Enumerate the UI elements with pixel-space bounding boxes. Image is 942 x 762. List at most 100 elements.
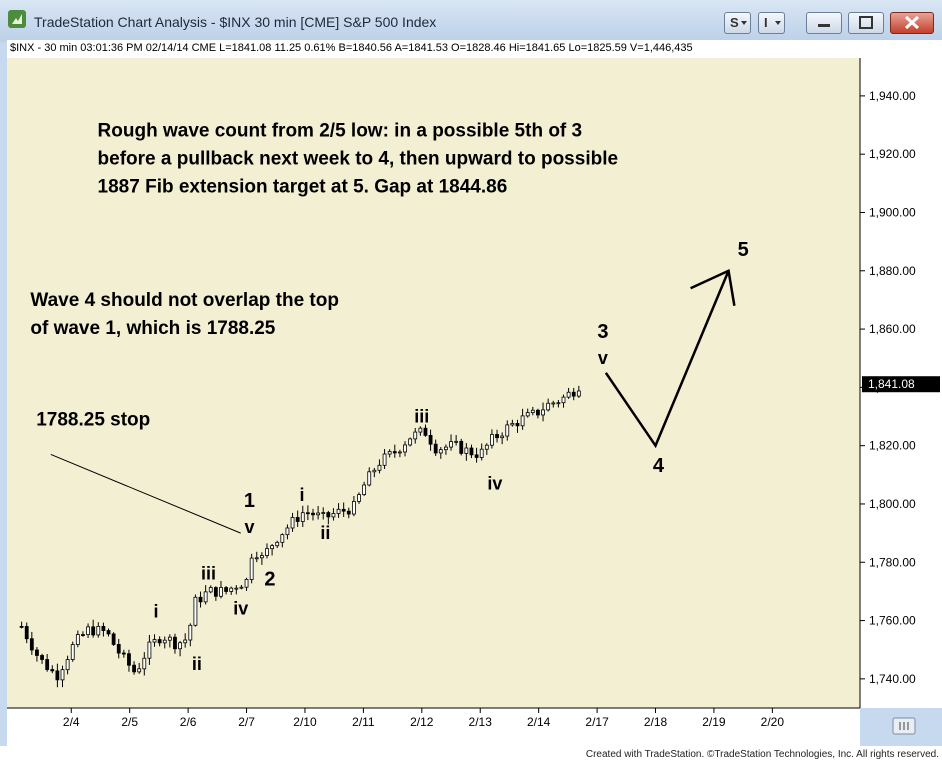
price-bar [19, 621, 24, 629]
price-bar [459, 438, 464, 456]
price-bar [55, 663, 60, 688]
price-bar [50, 665, 55, 674]
price-bar [142, 652, 147, 676]
price-bar [106, 628, 111, 637]
price-bar [392, 444, 397, 458]
wave-label: v [598, 348, 608, 368]
price-bar [372, 467, 377, 478]
price-tick-label: 1,900.00 [869, 205, 916, 219]
price-bar [428, 429, 433, 451]
price-bar [490, 429, 494, 449]
stop-pointer-line [50, 453, 241, 534]
price-bar [551, 400, 556, 408]
wave-label: iv [487, 473, 502, 493]
price-bar [326, 510, 331, 525]
price-bar [331, 508, 336, 521]
wave-label: iii [414, 406, 429, 426]
price-bar [295, 510, 300, 527]
note-line: 1887 Fib extension target at 5. Gap at 1… [98, 177, 508, 198]
note-line: Wave 4 should not overlap the top [30, 290, 339, 311]
price-tick-label: 1,820.00 [869, 439, 916, 453]
note-line: Rough wave count from 2/5 low: in a poss… [98, 121, 583, 142]
price-bar [479, 443, 484, 461]
price-tick-label: 1,860.00 [869, 322, 916, 336]
date-tick-label: 2/5 [121, 715, 138, 729]
price-bar [454, 435, 459, 446]
close-button[interactable] [890, 12, 934, 34]
plot-area[interactable] [7, 58, 860, 708]
drawn-lines [7, 58, 861, 709]
s-menu-button[interactable]: S [724, 12, 751, 34]
price-bar [449, 434, 453, 451]
price-bar [469, 444, 474, 459]
price-bar [351, 496, 356, 517]
last-price-label: 1,841.08 [868, 377, 915, 391]
minimize-icon [818, 24, 830, 27]
price-bar [275, 540, 280, 549]
horizontal-scrollbar[interactable] [892, 717, 916, 735]
wave-projection-line [604, 270, 730, 449]
price-bar [357, 492, 361, 504]
price-bar [290, 512, 295, 532]
title-bar[interactable]: TradeStation Chart Analysis - $INX 30 mi… [0, 0, 942, 42]
stop-note: 1788.25 stop [36, 409, 150, 430]
price-bar [35, 647, 39, 662]
price-bar [70, 641, 75, 662]
price-bar [300, 505, 305, 528]
price-bar [536, 408, 540, 419]
wave-label: v [244, 517, 254, 537]
date-tick-label: 2/13 [469, 715, 493, 729]
price-bar [566, 387, 571, 399]
price-bar [546, 398, 551, 412]
price-bar [398, 449, 402, 458]
wave-label: 5 [738, 239, 749, 261]
price-bar [219, 580, 223, 599]
price-bar [101, 622, 106, 637]
price-bar [515, 419, 520, 433]
price-bar [91, 619, 96, 638]
price-bar [75, 630, 80, 648]
price-tick-label: 1,760.00 [869, 614, 916, 628]
price-bar [413, 427, 418, 444]
wave-label: ii [192, 654, 202, 674]
price-bar [336, 503, 341, 518]
price-tick-label: 1,780.00 [869, 555, 916, 569]
wave-label: 1 [244, 490, 255, 512]
price-bar [423, 424, 428, 437]
price-bar [127, 649, 131, 672]
price-bar [403, 441, 407, 457]
minimize-button[interactable] [806, 12, 842, 34]
price-bar [167, 634, 172, 648]
price-bar [193, 594, 198, 627]
price-chart[interactable]: 1,740.00 1,760.00 1,780.00 1,800.00 1,820.00… [7, 58, 942, 746]
price-bar [162, 636, 167, 649]
price-bar [362, 481, 367, 496]
price-bar [571, 387, 576, 401]
price-bar [229, 586, 234, 595]
price-bar [311, 508, 315, 521]
price-tick-label: 1,880.00 [869, 264, 916, 278]
wave-label: ii [320, 523, 330, 543]
price-bars [19, 385, 581, 688]
note-line: of wave 1, which is 1788.25 [30, 318, 275, 339]
price-bar [484, 443, 489, 455]
price-bar [188, 623, 193, 647]
price-bar [249, 553, 254, 584]
price-bar [464, 443, 469, 461]
i-menu-label: I [764, 15, 768, 30]
projection-arrow-head [690, 268, 736, 306]
i-menu-button[interactable]: I [758, 12, 785, 34]
price-bar [116, 638, 121, 659]
price-bar [45, 654, 50, 672]
price-bar [203, 585, 208, 605]
last-price-box [862, 376, 940, 393]
close-icon [904, 15, 920, 30]
wave-label: iv [233, 599, 248, 619]
date-tick-label: 2/4 [63, 715, 80, 729]
note-line: before a pullback next week to 4, then u… [98, 149, 619, 170]
wave4-note: Wave 4 should not overlap the top of wave… [30, 290, 339, 339]
maximize-button[interactable] [848, 12, 884, 34]
price-bar [157, 636, 162, 647]
price-bar [505, 420, 510, 441]
